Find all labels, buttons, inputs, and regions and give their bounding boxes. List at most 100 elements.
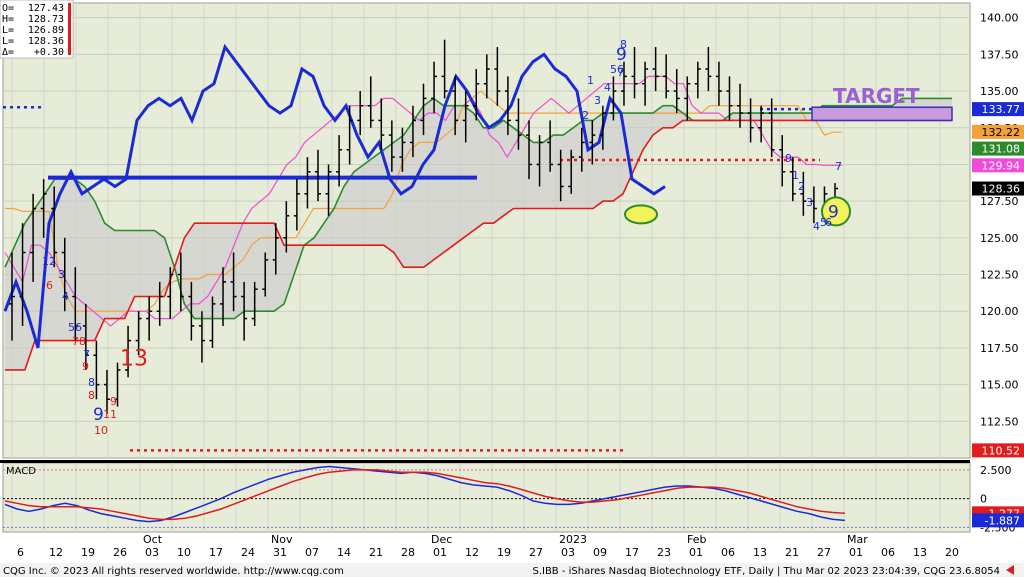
ohlc-bar — [367, 76, 374, 128]
x-day-label: 01 — [689, 546, 703, 559]
ohlc-bar — [589, 120, 596, 165]
target-box — [811, 106, 953, 122]
countdown-number: 4 — [62, 290, 69, 303]
readout-label: L= — [2, 36, 14, 47]
price-tag-value: -1.887 — [985, 514, 1020, 527]
price-tag-value: 132.22 — [982, 126, 1021, 139]
macd-title: MACD — [6, 466, 36, 477]
ohlc-bar — [726, 76, 733, 121]
price-tick-label: 120.00 — [980, 305, 1019, 318]
readout-value: 126.89 — [28, 25, 64, 36]
ohlc-bar — [800, 171, 807, 216]
ohlc-bar — [188, 281, 195, 341]
x-day-label: 24 — [241, 546, 255, 559]
ohlc-bar — [420, 83, 427, 136]
ichimoku-cloud — [5, 98, 952, 370]
price-tick-label: 115.00 — [980, 379, 1019, 392]
ohlc-bar — [82, 303, 89, 370]
countdown-number: 6 — [46, 279, 53, 292]
ohlc-bar — [504, 76, 511, 136]
highlight-ellipse — [821, 196, 851, 227]
ohlc-bar — [198, 311, 205, 363]
countdown-number: 3 — [58, 268, 65, 281]
x-day-label: 01 — [433, 546, 447, 559]
x-day-label: 09 — [593, 546, 607, 559]
ohlc-bar — [758, 105, 765, 143]
x-day-label: 01 — [849, 546, 863, 559]
price-tag-box — [972, 158, 1024, 173]
price-tick-label: 112.50 — [980, 415, 1019, 428]
ohlc-bar — [578, 127, 585, 172]
ohlc-bar — [19, 223, 26, 326]
price-tag-value: 131.08 — [982, 143, 1021, 156]
ohlc-bar — [9, 252, 15, 341]
ohlc-bar — [61, 237, 68, 312]
ohlc-bar — [220, 267, 227, 326]
ohlc-bar — [314, 149, 321, 202]
ohlc-bar — [599, 105, 606, 150]
x-day-label: 21 — [369, 546, 383, 559]
ohlc-bar — [663, 54, 670, 99]
ohlc-bar — [473, 69, 480, 121]
readout-label: O= — [2, 3, 14, 14]
ohlc-readout: O= 127.43 H= 128.73 L= 126.89 L= 128.36 Δ= +0.30 — [0, 0, 74, 59]
ohlc-bar — [715, 61, 722, 106]
x-day-label: 13 — [753, 546, 767, 559]
readout-value: 128.36 — [28, 36, 64, 47]
ohlc-bar — [779, 135, 786, 187]
x-day-label: 26 — [113, 546, 127, 559]
countdown-number: 11 — [103, 408, 117, 421]
ohlc-bar — [304, 157, 311, 209]
price-tag: 128.36 — [972, 181, 1024, 196]
ohlc-bar — [251, 281, 258, 326]
price-tag-box — [972, 124, 1024, 139]
readout-value: +0.30 — [34, 47, 64, 58]
x-day-label: 03 — [145, 546, 159, 559]
price-tag-value: 129.94 — [982, 159, 1021, 172]
x-day-label: 10 — [177, 546, 191, 559]
x-month-label: 2023 — [559, 533, 587, 546]
countdown-number: 5 — [820, 216, 827, 229]
setup-marker: 9 — [828, 202, 839, 222]
ohlc-bar — [737, 83, 744, 128]
senkou-b-line — [5, 119, 952, 371]
countdown-number: 4 — [604, 81, 611, 94]
price-tick-label: 127.50 — [980, 195, 1019, 208]
ohlc-bar — [768, 98, 775, 158]
ohlc-bar — [293, 179, 300, 231]
x-day-label: 06 — [881, 546, 895, 559]
scroll-left-icon[interactable] — [1006, 565, 1014, 575]
x-day-label: 06 — [721, 546, 735, 559]
ohlc-bar — [378, 98, 385, 150]
ohlc-bar — [642, 61, 649, 106]
countdown-number: 10 — [94, 424, 108, 437]
ohlc-bar — [262, 252, 269, 297]
countdown-number: 4 — [813, 220, 820, 233]
ohlc-bar — [272, 223, 279, 275]
price-tick-label: 125.00 — [980, 232, 1019, 245]
ohlc-bar — [536, 135, 543, 187]
ohlc-bar — [156, 281, 163, 326]
price-tag-value: 110.52 — [982, 444, 1021, 457]
price-tag: 131.08 — [972, 141, 1024, 156]
countdown-number: 1 — [792, 169, 799, 182]
ohlc-bar — [336, 135, 343, 187]
countdown-number: 2 — [582, 109, 589, 122]
ohlc-bar — [399, 127, 406, 172]
ohlc-bar — [462, 91, 469, 143]
countdown-number: 8 — [88, 389, 95, 402]
ohlc-bar — [167, 267, 174, 319]
macd-price-tag: -1.887 — [972, 513, 1024, 528]
x-day-label: 03 — [561, 546, 575, 559]
macd-tick-label: 0 — [980, 493, 987, 506]
countdown-number: 78 — [72, 335, 86, 348]
x-month-label: Dec — [431, 533, 452, 546]
ohlc-bar — [230, 252, 237, 312]
ohlc-bar — [30, 193, 37, 282]
setup-marker: 9 — [616, 45, 627, 65]
ohlc-bar — [547, 120, 554, 172]
x-day-label: 13 — [913, 546, 927, 559]
x-day-label: 27 — [817, 546, 831, 559]
